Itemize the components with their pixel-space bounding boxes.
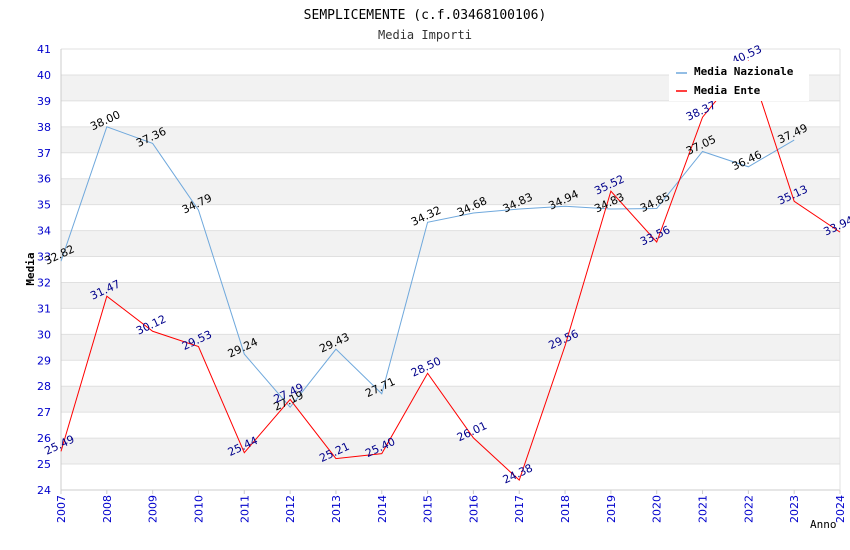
x-tick-label: 2016: [467, 495, 480, 523]
x-tick-label: 2011: [238, 495, 251, 523]
x-tick-label: 2014: [376, 495, 389, 523]
x-tick-label: 2017: [513, 495, 526, 523]
grid-band: [61, 230, 840, 257]
grid-band: [61, 386, 840, 413]
x-tick-label: 2013: [330, 495, 343, 523]
grid-band: [61, 126, 840, 153]
chart-title: SEMPLICEMENTE (c.f.03468100106): [304, 8, 547, 23]
series-lines: [60, 60, 841, 482]
chart-subtitle: Media Importi: [378, 28, 472, 42]
y-tick-label: 37: [37, 147, 51, 160]
y-tick-label: 29: [37, 354, 51, 367]
x-tick-label: 2019: [605, 495, 618, 523]
y-tick-label: 24: [37, 484, 51, 497]
y-tick-label: 36: [37, 173, 51, 186]
data-label-media-ente: 24.38: [501, 461, 535, 486]
x-tick-label: 2009: [147, 495, 160, 523]
legend-label-media-ente: Media Ente: [694, 84, 761, 97]
y-tick-label: 25: [37, 458, 51, 471]
grid-band: [61, 282, 840, 309]
x-tick-label: 2008: [101, 495, 114, 523]
x-tick-label: 2023: [788, 495, 801, 523]
grid-lines: [61, 48, 840, 491]
y-tick-label: 34: [37, 225, 51, 238]
data-label-media-ente: 30.12: [134, 313, 168, 338]
y-tick-labels: 24 25 26 27 28 29 30 31 32 33 34 35 36 37 38 39 40 41: [37, 43, 51, 497]
legend: Media Nazionale Media Ente: [669, 61, 809, 101]
y-tick-label: 39: [37, 95, 51, 108]
x-tick-label: 2012: [284, 495, 297, 523]
legend-label-media-nazionale: Media Nazionale: [694, 65, 794, 78]
y-tick-label: 35: [37, 199, 51, 212]
series-line-media-ente: [60, 60, 841, 482]
data-label-media-nazionale: 32.82: [42, 242, 76, 267]
x-tick-label: 2015: [422, 495, 435, 523]
y-tick-label: 41: [37, 43, 51, 56]
data-labels: 32.8238.0037.3634.7929.2427.1929.4327.71…: [42, 42, 850, 486]
x-tick-label: 2024: [834, 495, 847, 523]
x-axis-label: Anno: [810, 518, 837, 531]
y-tick-label: 31: [37, 302, 51, 315]
y-tick-label: 32: [37, 276, 51, 289]
y-tick-label: 33: [37, 251, 51, 264]
grid-band: [61, 334, 840, 361]
y-tick-label: 30: [37, 328, 51, 341]
y-axis-label: Media: [24, 252, 37, 285]
x-tick-label: 2021: [697, 495, 710, 523]
y-tick-label: 38: [37, 121, 51, 134]
x-tick-label: 2022: [742, 495, 755, 523]
grid-band: [61, 438, 840, 465]
data-label-media-nazionale: 34.32: [409, 204, 443, 229]
legend-box: [669, 61, 809, 101]
x-tick-labels: 2007 2008 2009 2010 2011 2012 2013 2014 2015 2016…: [55, 490, 847, 523]
axes: [60, 49, 841, 491]
y-tick-label: 27: [37, 406, 51, 419]
x-tick-label: 2018: [559, 495, 572, 523]
y-tick-label: 40: [37, 69, 51, 82]
x-tick-label: 2010: [192, 495, 205, 523]
x-tick-label: 2020: [651, 495, 664, 523]
grid-bands: [61, 74, 840, 465]
x-tick-label: 2007: [55, 495, 68, 523]
grid-band: [61, 178, 840, 205]
y-tick-label: 26: [37, 432, 51, 445]
y-tick-label: 28: [37, 380, 51, 393]
series-line-media-nazionale: [60, 126, 795, 409]
